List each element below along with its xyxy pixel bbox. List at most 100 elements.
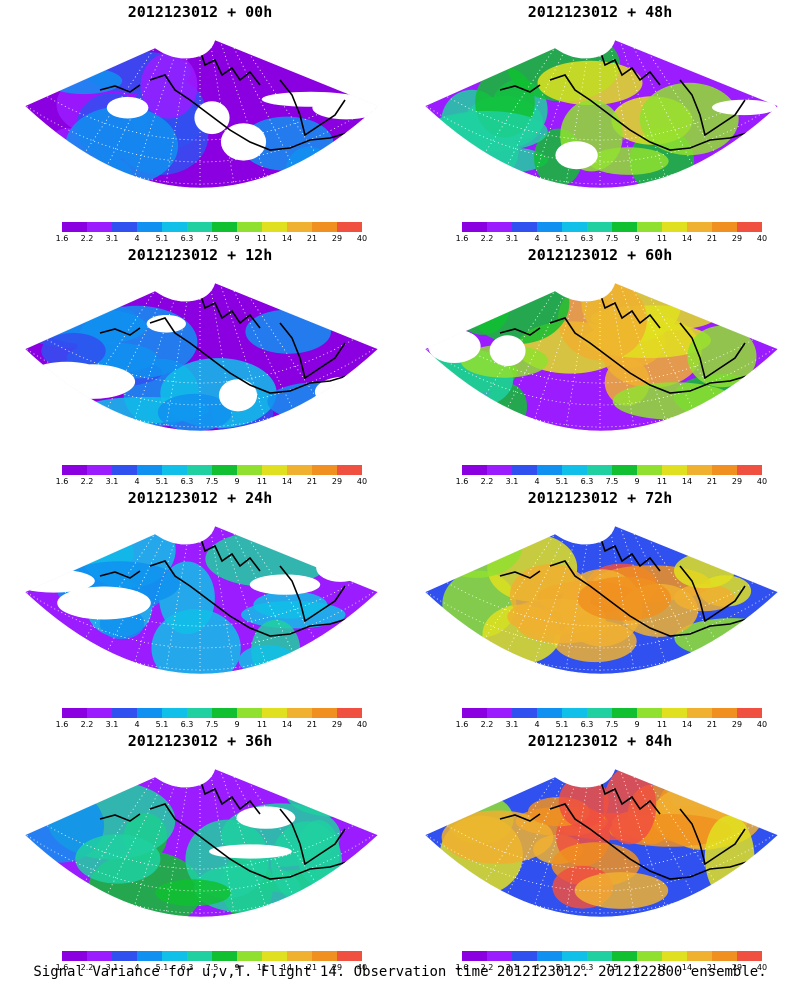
colorbar-swatch xyxy=(312,708,337,718)
map-panel: 2012123012 + 12h 1.6 2.2 3.1 4 5.1 6.3 7.5 9 11 14… xyxy=(0,243,400,486)
colorbar xyxy=(462,951,762,961)
colorbar-label: 2.2 xyxy=(480,234,494,243)
colorbar-label: 7.5 xyxy=(605,234,619,243)
colorbar-label: 5.1 xyxy=(555,477,569,486)
colorbar-label: 21 xyxy=(306,963,318,972)
colorbar-label: 2.2 xyxy=(80,234,94,243)
variance-blob xyxy=(537,60,643,105)
colorbar-swatch xyxy=(112,708,137,718)
colorbar-swatch xyxy=(662,708,687,718)
colorbar-swatch xyxy=(312,951,337,961)
panel-title: 2012123012 + 60h xyxy=(527,246,673,264)
colorbar xyxy=(462,222,762,232)
colorbar-swatch xyxy=(462,465,487,475)
colorbar-label: 40 xyxy=(356,720,368,729)
colorbar-swatch xyxy=(712,708,737,718)
colorbar-swatch xyxy=(312,222,337,232)
colorbar-label: 3.1 xyxy=(105,720,119,729)
colorbar-swatch xyxy=(537,951,562,961)
variance-blob xyxy=(297,644,375,674)
colorbar-label: 6.3 xyxy=(580,963,594,972)
variance-blob xyxy=(517,608,609,644)
variance-blob xyxy=(687,325,757,388)
colorbar-label: 4 xyxy=(534,963,540,972)
colorbar-swatch xyxy=(262,951,287,961)
graticule-line xyxy=(420,919,780,949)
colorbar-label: 5.1 xyxy=(155,720,169,729)
colorbar-swatch xyxy=(137,951,162,961)
coastline xyxy=(499,535,751,637)
variance-blob xyxy=(574,872,669,909)
colorbar-labels: 1.6 2.2 3.1 4 5.1 6.3 7.5 9 11 14 21 29 40 xyxy=(0,234,400,246)
colorbar-label: 21 xyxy=(706,720,718,729)
colorbar-label: 6.3 xyxy=(180,963,194,972)
colorbar-swatch xyxy=(287,708,312,718)
colorbar-label: 4 xyxy=(534,477,540,486)
colorbar-label: 7.5 xyxy=(605,477,619,486)
colorbar-label: 9 xyxy=(634,234,640,243)
graticule-line xyxy=(425,101,778,163)
graticule-line xyxy=(425,322,778,384)
graticule-line xyxy=(25,808,378,870)
colorbar-labels: 1.6 2.2 3.1 4 5.1 6.3 7.5 9 11 14 21 29 40 xyxy=(400,477,800,489)
colorbar-swatch xyxy=(537,222,562,232)
colorbar-label: 9 xyxy=(234,720,240,729)
colorbar-label: 3.1 xyxy=(105,963,119,972)
colorbar-swatch xyxy=(737,708,762,718)
colorbar-swatch xyxy=(462,222,487,232)
missing-data-patch xyxy=(428,329,481,363)
graticule-line xyxy=(425,344,778,406)
variance-blob xyxy=(612,382,736,420)
colorbar-label: 3.1 xyxy=(105,234,119,243)
colorbar-label: 4 xyxy=(134,720,140,729)
colorbar-label: 3.1 xyxy=(505,234,519,243)
graticule-line xyxy=(20,433,380,463)
variance-blob xyxy=(46,67,123,95)
missing-data-patch xyxy=(25,569,95,593)
colorbar-label: 40 xyxy=(356,477,368,486)
colorbar-labels: 1.6 2.2 3.1 4 5.1 6.3 7.5 9 11 14 21 29 40 xyxy=(400,234,800,246)
colorbar-label: 5.1 xyxy=(555,234,569,243)
colorbar-label: 2.2 xyxy=(480,720,494,729)
colorbar-label: 14 xyxy=(281,234,293,243)
colorbar-swatch xyxy=(637,708,662,718)
graticule-line xyxy=(25,565,378,627)
colorbar-label: 1.6 xyxy=(455,234,469,243)
colorbar-swatch xyxy=(562,708,587,718)
colorbar-swatch xyxy=(187,708,212,718)
colorbar xyxy=(62,465,362,475)
missing-data-patch xyxy=(38,361,95,376)
colorbar-swatch xyxy=(487,465,512,475)
colorbar-label: 6.3 xyxy=(580,477,594,486)
colorbar-swatch xyxy=(512,222,537,232)
colorbar-swatch xyxy=(212,465,237,475)
colorbar-swatch xyxy=(562,951,587,961)
coastline xyxy=(99,292,351,394)
colorbar-swatch xyxy=(687,222,712,232)
colorbar-label: 2.2 xyxy=(80,720,94,729)
graticule-line xyxy=(420,190,780,220)
colorbar-label: 29 xyxy=(731,234,743,243)
map-projection xyxy=(20,282,380,463)
colorbar xyxy=(62,222,362,232)
graticule-line xyxy=(25,587,378,649)
colorbar-label: 29 xyxy=(331,963,343,972)
colorbar-swatch xyxy=(337,222,362,232)
variance-blob xyxy=(238,645,297,674)
missing-data-patch xyxy=(489,335,526,367)
map-panel: 2012123012 + 48h 1.6 2.2 3.1 4 5.1 6.3 7.5 9 11 14… xyxy=(400,0,800,243)
map-projection xyxy=(24,768,379,918)
colorbar-label: 7.5 xyxy=(205,720,219,729)
colorbar-swatch xyxy=(737,951,762,961)
missing-data-patch xyxy=(25,147,82,183)
colorbar-swatch xyxy=(112,951,137,961)
colorbar-label: 29 xyxy=(331,720,343,729)
missing-data-patch xyxy=(249,574,321,595)
graticule-line xyxy=(20,190,380,220)
colorbar-swatch xyxy=(262,465,287,475)
colorbar-label: 14 xyxy=(681,234,693,243)
colorbar-swatch xyxy=(87,222,112,232)
variance-blob xyxy=(75,834,161,884)
colorbar-label: 2.2 xyxy=(480,963,494,972)
colorbar-label: 29 xyxy=(331,477,343,486)
